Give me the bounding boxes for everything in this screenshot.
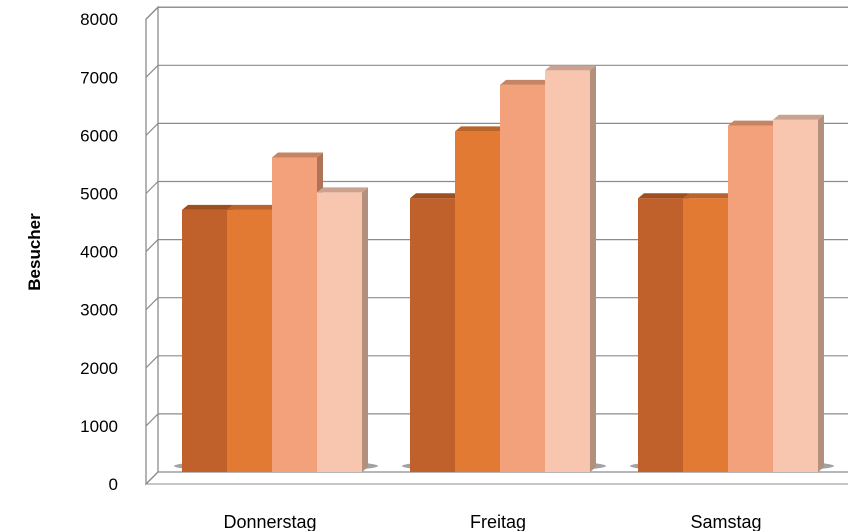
- bar: [272, 153, 323, 472]
- y-tick-label: 7000: [80, 68, 118, 87]
- bar-top: [410, 193, 461, 198]
- bar-front: [773, 120, 818, 472]
- bar-top: [317, 187, 368, 192]
- x-tick-label: Freitag: [470, 512, 526, 531]
- bar-top: [683, 193, 734, 198]
- bar: [728, 121, 779, 472]
- x-tick-label: Samstag: [690, 512, 761, 531]
- bar-top: [227, 205, 278, 210]
- bar: [545, 65, 596, 472]
- bar-top: [728, 121, 779, 126]
- bar: [773, 115, 824, 472]
- bar-top: [500, 80, 551, 85]
- gridline-side: [146, 414, 158, 426]
- gridline-side: [146, 7, 158, 19]
- gridline-side: [146, 123, 158, 135]
- gridline-side: [146, 182, 158, 194]
- bar-side: [362, 187, 368, 472]
- y-tick-label: 2000: [80, 359, 118, 378]
- y-tick-label: 6000: [80, 126, 118, 145]
- y-tick-label: 4000: [80, 243, 118, 262]
- bar-front: [182, 210, 227, 472]
- y-tick-label: 8000: [80, 10, 118, 29]
- x-axis-ticks: Donnerstag Freitag Samstag: [223, 512, 761, 531]
- gridline-side: [146, 298, 158, 310]
- bar: [410, 193, 461, 472]
- y-tick-label: 5000: [80, 185, 118, 204]
- gridline-side: [146, 65, 158, 77]
- x-tick-label: Donnerstag: [223, 512, 316, 531]
- bar-top: [773, 115, 824, 120]
- gridline-side: [146, 240, 158, 252]
- bar-top: [545, 65, 596, 70]
- gridline-side: [146, 472, 158, 484]
- bar: [500, 80, 551, 472]
- bar-front: [410, 198, 455, 472]
- bar-side: [818, 115, 824, 472]
- y-tick-label: 3000: [80, 301, 118, 320]
- bar-front: [227, 210, 272, 472]
- y-axis-title: Besucher: [25, 213, 44, 291]
- y-axis-ticks: 0 1000 2000 3000 4000 5000 6000 7000 8000: [80, 10, 118, 494]
- bar-front: [683, 198, 728, 472]
- bar-front: [728, 126, 773, 472]
- bar-top: [182, 205, 233, 210]
- bar-front: [455, 131, 500, 472]
- bar-top: [272, 153, 323, 158]
- bar: [227, 205, 278, 472]
- bar: [683, 193, 734, 472]
- bar-front: [272, 158, 317, 472]
- bar-top: [638, 193, 689, 198]
- bar-front: [317, 192, 362, 472]
- bar-front: [500, 85, 545, 472]
- bar-top: [455, 126, 506, 131]
- y-tick-label: 1000: [80, 417, 118, 436]
- bar: [317, 187, 368, 472]
- gridline-side: [146, 356, 158, 368]
- bar: [638, 193, 689, 472]
- y-tick-label: 0: [109, 475, 118, 494]
- bars: [182, 65, 824, 472]
- bar-front: [545, 70, 590, 472]
- bar: [455, 126, 506, 472]
- bar-front: [638, 198, 683, 472]
- bar-side: [590, 65, 596, 472]
- bar: [182, 205, 233, 472]
